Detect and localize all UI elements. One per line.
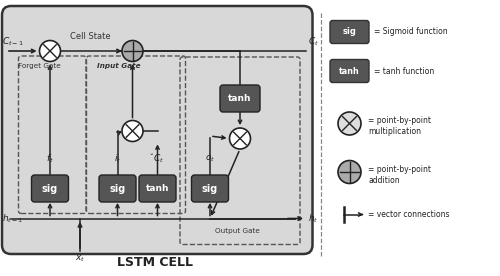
Text: multiplication: multiplication xyxy=(368,128,422,137)
Text: $h_t$: $h_t$ xyxy=(308,212,318,225)
Text: sig: sig xyxy=(202,184,218,193)
FancyBboxPatch shape xyxy=(220,85,260,112)
FancyBboxPatch shape xyxy=(32,175,68,202)
Text: sig: sig xyxy=(110,184,126,193)
Text: tanh: tanh xyxy=(228,94,252,103)
Text: sig: sig xyxy=(342,28,356,36)
Text: $C_{t-1}$: $C_{t-1}$ xyxy=(2,36,25,48)
Text: $h_{t-1}$: $h_{t-1}$ xyxy=(2,212,24,225)
Text: LSTM CELL: LSTM CELL xyxy=(117,256,193,269)
Text: $C_t$: $C_t$ xyxy=(308,36,318,48)
Circle shape xyxy=(122,121,143,142)
FancyBboxPatch shape xyxy=(330,20,369,44)
Text: Output Gate: Output Gate xyxy=(215,228,260,234)
Text: Forget Gate: Forget Gate xyxy=(18,63,60,69)
Circle shape xyxy=(40,41,60,62)
Circle shape xyxy=(338,161,361,184)
Text: = vector connections: = vector connections xyxy=(368,210,450,219)
Text: $o_t$: $o_t$ xyxy=(205,153,215,164)
Text: tanh: tanh xyxy=(146,184,169,193)
Text: sig: sig xyxy=(42,184,58,193)
Text: = point-by-point: = point-by-point xyxy=(368,116,432,126)
Text: $\check{C}_t$: $\check{C}_t$ xyxy=(150,152,165,165)
Text: = tanh function: = tanh function xyxy=(374,67,434,76)
Text: tanh: tanh xyxy=(339,67,360,76)
Text: Cell State: Cell State xyxy=(70,33,110,41)
Text: = point-by-point: = point-by-point xyxy=(368,165,432,174)
Circle shape xyxy=(122,41,143,62)
Text: = Sigmoid function: = Sigmoid function xyxy=(374,28,447,36)
Circle shape xyxy=(338,112,361,135)
FancyBboxPatch shape xyxy=(99,175,136,202)
Text: Input Gate: Input Gate xyxy=(97,63,141,69)
Text: $f_t$: $f_t$ xyxy=(46,152,54,165)
FancyBboxPatch shape xyxy=(2,6,312,254)
FancyBboxPatch shape xyxy=(330,60,369,83)
Text: $i_t$: $i_t$ xyxy=(114,152,121,165)
Circle shape xyxy=(230,128,250,149)
Text: addition: addition xyxy=(368,176,400,185)
Text: $x_t$: $x_t$ xyxy=(75,253,85,264)
FancyBboxPatch shape xyxy=(139,175,176,202)
FancyBboxPatch shape xyxy=(192,175,228,202)
